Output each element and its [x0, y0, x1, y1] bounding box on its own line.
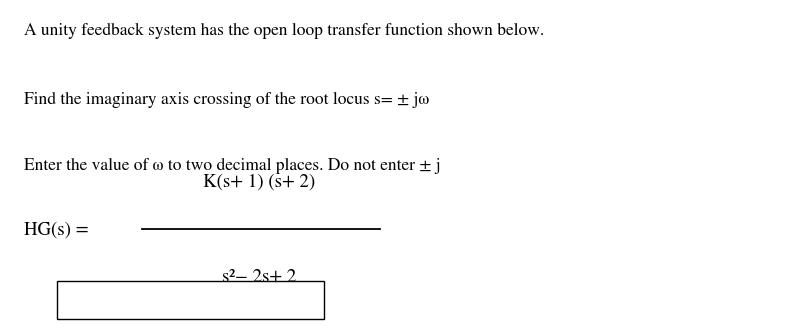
Text: Find the imaginary axis crossing of the root locus s= ± jω: Find the imaginary axis crossing of the … — [24, 92, 430, 108]
FancyBboxPatch shape — [57, 281, 324, 319]
Text: HG(s) =: HG(s) = — [24, 222, 89, 239]
Text: A unity feedback system has the open loop transfer function shown below.: A unity feedback system has the open loo… — [24, 23, 544, 39]
Text: Enter the value of ω to two decimal places. Do not enter ± j: Enter the value of ω to two decimal plac… — [24, 158, 441, 174]
Text: s²− 2s+ 2: s²− 2s+ 2 — [222, 268, 296, 285]
Text: K(s+ 1) (s+ 2): K(s+ 1) (s+ 2) — [203, 174, 315, 191]
